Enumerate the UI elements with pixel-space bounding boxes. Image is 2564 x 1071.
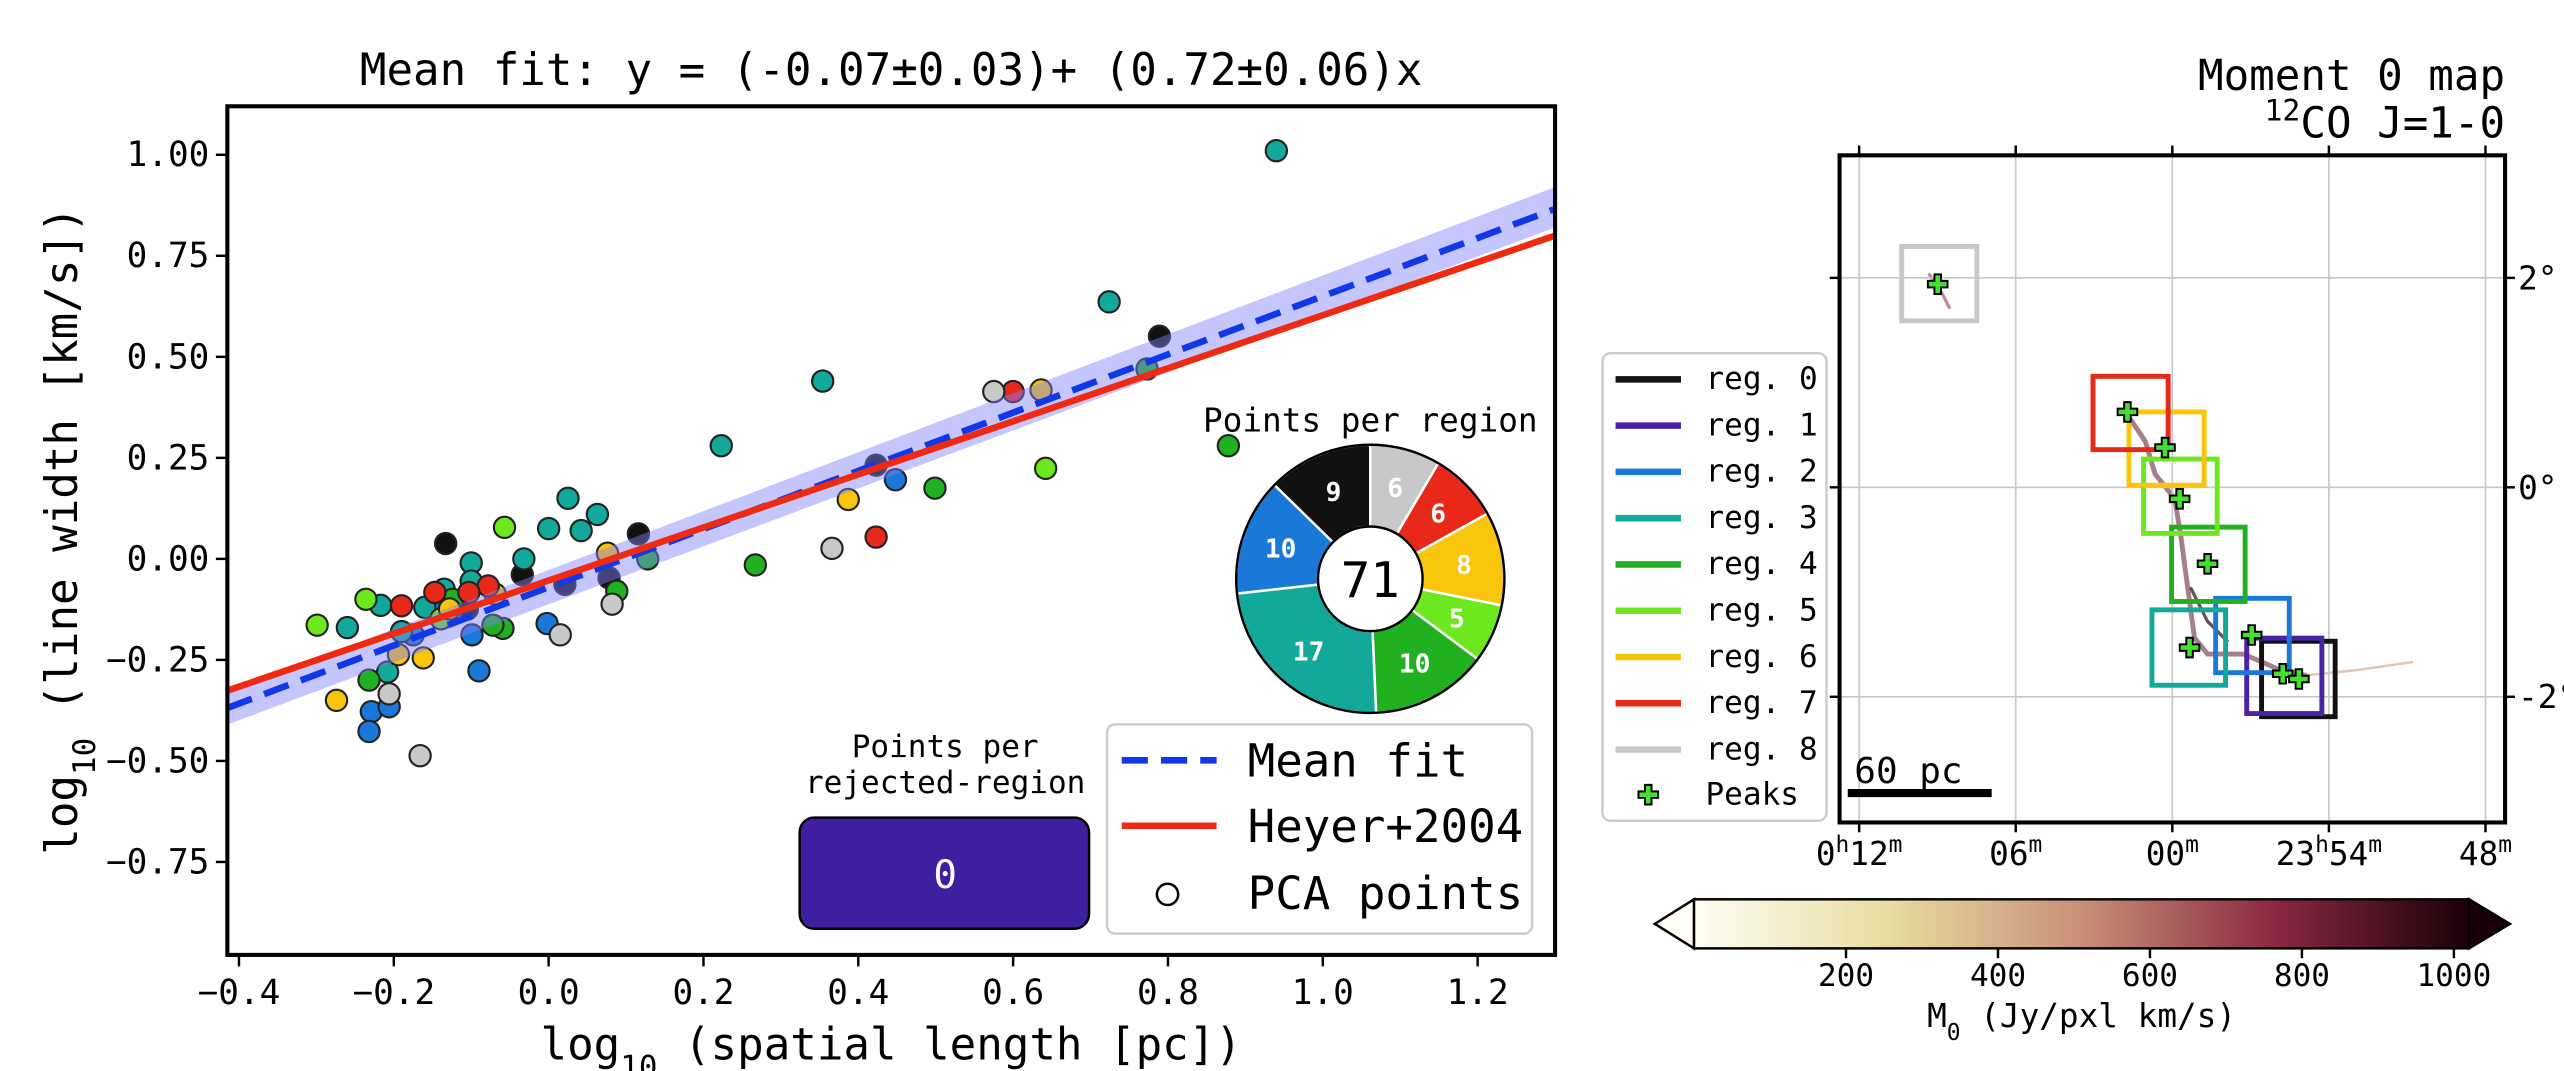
pie-title: Points per region	[1203, 402, 1538, 440]
data-point	[358, 721, 379, 742]
rejected-title: rejected-region	[805, 765, 1085, 801]
y-tick-label: 0.25	[127, 438, 210, 478]
legend-label: Mean fit	[1248, 735, 1468, 788]
pie-value-label: 10	[1265, 535, 1297, 565]
map-title: Moment 0 map	[2198, 52, 2505, 101]
colorbar-tick-label: 1000	[2417, 958, 2492, 994]
x-axis-label-part: 10	[620, 1050, 657, 1071]
data-point	[435, 533, 456, 554]
legend-label: reg. 0	[1705, 361, 1817, 397]
y-tick-label: 2°	[2518, 259, 2557, 297]
y-tick-label: −0.25	[106, 640, 209, 680]
colorbar-tick-label: 200	[1818, 958, 1874, 994]
y-tick-label: 0.75	[127, 236, 210, 276]
figure: Mean fit: y = (-0.07±0.03)+ (0.72±0.06)x…	[0, 0, 2564, 1071]
legend-label: reg. 5	[1705, 593, 1817, 629]
data-point	[379, 683, 400, 704]
pie-value-label: 10	[1399, 649, 1431, 679]
data-point	[1266, 140, 1287, 161]
data-point	[494, 517, 515, 538]
data-point	[1035, 458, 1056, 479]
data-point	[587, 504, 608, 525]
x-axis-label-part: log	[541, 1020, 621, 1071]
x-tick-label: −0.2	[352, 973, 435, 1013]
legend-label: reg. 4	[1705, 546, 1817, 582]
x-tick-label: 1.0	[1292, 973, 1354, 1013]
y-axis-label-part: 10	[67, 738, 103, 775]
x-tick-label: 23h54m	[2276, 832, 2382, 873]
pie-value-label: 17	[1293, 638, 1325, 668]
page: {"chart_data":[ {"type":"scatter","title…	[0, 0, 2564, 1071]
legend-label: reg. 3	[1705, 500, 1817, 536]
colorbar-label-part: 0	[1947, 1020, 1961, 1046]
data-point	[711, 435, 732, 456]
data-point	[1099, 291, 1120, 312]
data-point	[355, 589, 376, 610]
data-point	[812, 370, 833, 391]
pie-value-label: 6	[1387, 474, 1403, 504]
data-point	[571, 520, 592, 541]
pie-value-label: 5	[1449, 604, 1465, 634]
x-tick-label: 0.6	[982, 973, 1044, 1013]
colorbar-tick-label: 600	[2122, 958, 2178, 994]
x-tick-label: 0.0	[518, 973, 580, 1013]
rejected-title: Points per	[852, 729, 1039, 765]
x-tick-label: 0.4	[827, 973, 889, 1013]
pie-total: 71	[1341, 551, 1400, 609]
map-subtitle-part: CO J=1-0	[2300, 99, 2505, 148]
pie-value-label: 9	[1326, 478, 1342, 508]
data-point	[550, 624, 571, 645]
y-tick-label: -2°	[2518, 678, 2564, 716]
legend-label: reg. 6	[1705, 639, 1817, 675]
pie-value-label: 6	[1430, 499, 1446, 529]
data-point	[821, 538, 842, 559]
legend-label: reg. 1	[1705, 407, 1817, 443]
data-point	[924, 478, 945, 499]
x-tick-label: 0.2	[672, 973, 734, 1013]
y-tick-label: 0.00	[127, 539, 210, 579]
legend-label: PCA points	[1248, 867, 1524, 920]
pie-value-label: 8	[1456, 551, 1472, 581]
x-tick-label: −0.4	[198, 973, 281, 1013]
colorbar-tick-label: 800	[2274, 958, 2330, 994]
data-point	[391, 595, 412, 616]
data-point	[424, 582, 445, 603]
data-point	[745, 554, 766, 575]
data-point	[601, 594, 622, 615]
data-point	[538, 518, 559, 539]
data-point	[513, 548, 534, 569]
y-tick-label: 0.50	[127, 337, 210, 377]
data-point	[337, 617, 358, 638]
y-tick-label: −0.75	[106, 842, 209, 882]
data-point	[307, 615, 328, 636]
data-point	[326, 690, 347, 711]
map-subtitle-part: 12	[2265, 93, 2301, 128]
y-tick-label: 0°	[2518, 469, 2557, 507]
colorbar-tick-label: 400	[1970, 958, 2026, 994]
data-point	[557, 488, 578, 509]
legend-label: reg. 7	[1705, 685, 1817, 721]
colorbar-label-part: (Jy/pxl km/s)	[1961, 997, 2237, 1035]
rejected-count: 0	[933, 853, 957, 898]
colorbar	[1694, 899, 2469, 948]
y-tick-label: 1.00	[127, 135, 210, 175]
legend-label: Peaks	[1705, 776, 1798, 812]
chart-title: Mean fit: y = (-0.07±0.03)+ (0.72±0.06)x	[360, 45, 1423, 96]
data-point	[865, 526, 886, 547]
legend-label: reg. 8	[1705, 731, 1817, 767]
scale-bar-label: 60 pc	[1854, 751, 1962, 792]
legend-label: reg. 2	[1705, 454, 1817, 490]
data-point	[409, 745, 430, 766]
map-subtitle: 12CO J=1-0	[2265, 93, 2506, 148]
y-axis-label-part: log	[37, 775, 88, 855]
x-axis-label-part: (spatial length [pc])	[657, 1020, 1241, 1071]
y-tick-label: −0.50	[106, 741, 209, 781]
colorbar-label-part: M	[1927, 997, 1947, 1035]
data-point	[468, 660, 489, 681]
x-tick-label: 0.8	[1137, 973, 1199, 1013]
x-tick-label: 1.2	[1447, 973, 1509, 1013]
legend-label: Heyer+2004	[1248, 800, 1524, 853]
y-axis-label-part: (line width [km/s])	[37, 206, 88, 737]
